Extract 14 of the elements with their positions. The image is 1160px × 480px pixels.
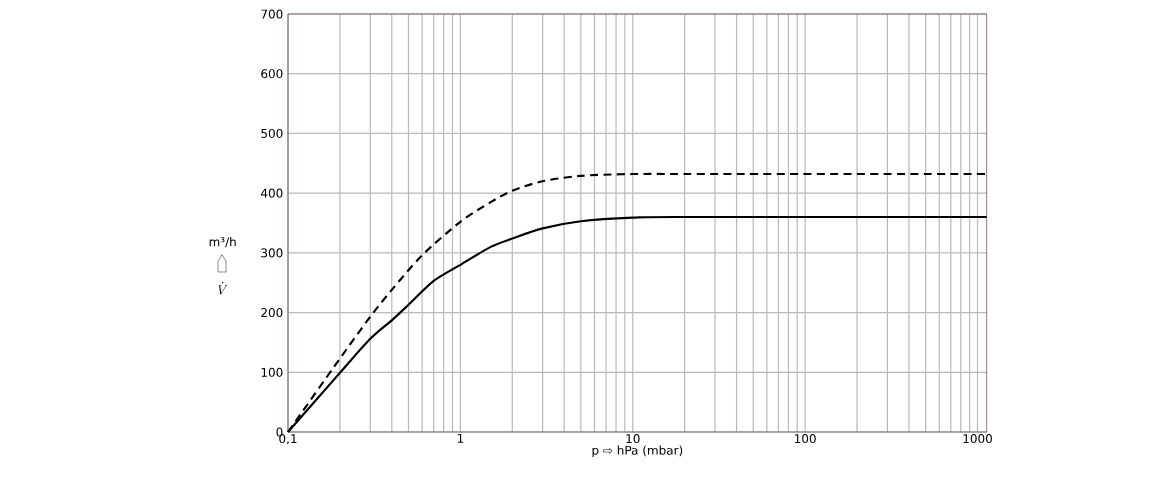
x-tick-label: 1	[457, 434, 464, 443]
y-tick-label: 500	[261, 128, 283, 138]
x-tick-label: 10	[626, 434, 640, 444]
x-axis-title: p ⇨ hPa (mbar)	[592, 445, 683, 458]
y-tick-label: 400	[260, 188, 283, 198]
y-tick-label: 300	[261, 248, 283, 258]
x-tick-label: 100	[795, 434, 816, 444]
text: $\dot{V}$	[218, 282, 228, 295]
y-axis-title: m³/h	[209, 237, 236, 248]
y-tick-label: 700	[261, 9, 283, 19]
x-tick-label: 1000	[963, 434, 992, 444]
y-tick-label: 200	[261, 308, 283, 318]
y-tick-label: 100	[261, 367, 283, 377]
y-tick-label: 600	[261, 69, 283, 79]
